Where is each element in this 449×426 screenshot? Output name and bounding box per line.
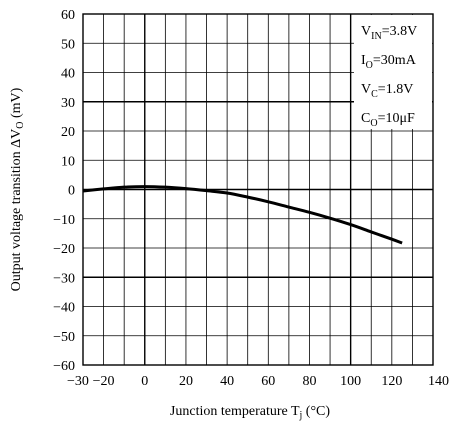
series-line [82,185,403,245]
y-tick-label: 20 [61,125,75,140]
y-tick-label: 10 [61,154,75,169]
y-tick-label: −60 [53,359,75,374]
x-axis-label: Junction temperature Tj (°C) [170,404,330,421]
y-tick-label: 40 [61,67,75,82]
x-tick-label: 60 [261,374,275,389]
series-group [82,185,403,245]
y-tick-label: −40 [53,301,75,316]
x-tick-label: 140 [428,374,449,389]
x-tick-label: 120 [381,374,402,389]
condition-text: VC=1.8V [361,82,413,100]
x-tick-label: 0 [141,374,148,389]
y-tick-label: 60 [61,8,75,23]
y-tick-label: −30 [53,271,75,286]
conditions-background [354,15,432,129]
condition-text: IO=30mA [361,53,417,71]
conditions-box: VIN=3.8V IO=30mA VC=1.8V CO=10μF [354,15,432,129]
x-tick-label: 40 [220,374,234,389]
x-tick-label: −20 [93,374,115,389]
y-tick-label: −50 [53,330,75,345]
condition-text: CO=10μF [361,111,415,129]
y-tick-label: 0 [68,184,75,199]
x-tick-label: 100 [340,374,361,389]
condition-text: VIN=3.8V [361,24,417,42]
y-tick-label: 50 [61,37,75,52]
y-tick-labels: 60 50 40 30 20 10 0 −10 −20 −30 −40 −50 −60 [53,8,75,374]
x-tick-label: 80 [302,374,316,389]
y-tick-label: −10 [53,213,75,228]
y-axis-label: Output voltage transition ΔVO (mV) [9,87,26,291]
y-tick-label: −20 [53,242,75,257]
x-tick-label: −30 [67,374,89,389]
x-tick-label: 20 [179,374,193,389]
y-tick-label: 30 [61,96,75,111]
x-tick-labels: −30 −20 0 20 40 60 80 100 120 140 [67,374,449,389]
